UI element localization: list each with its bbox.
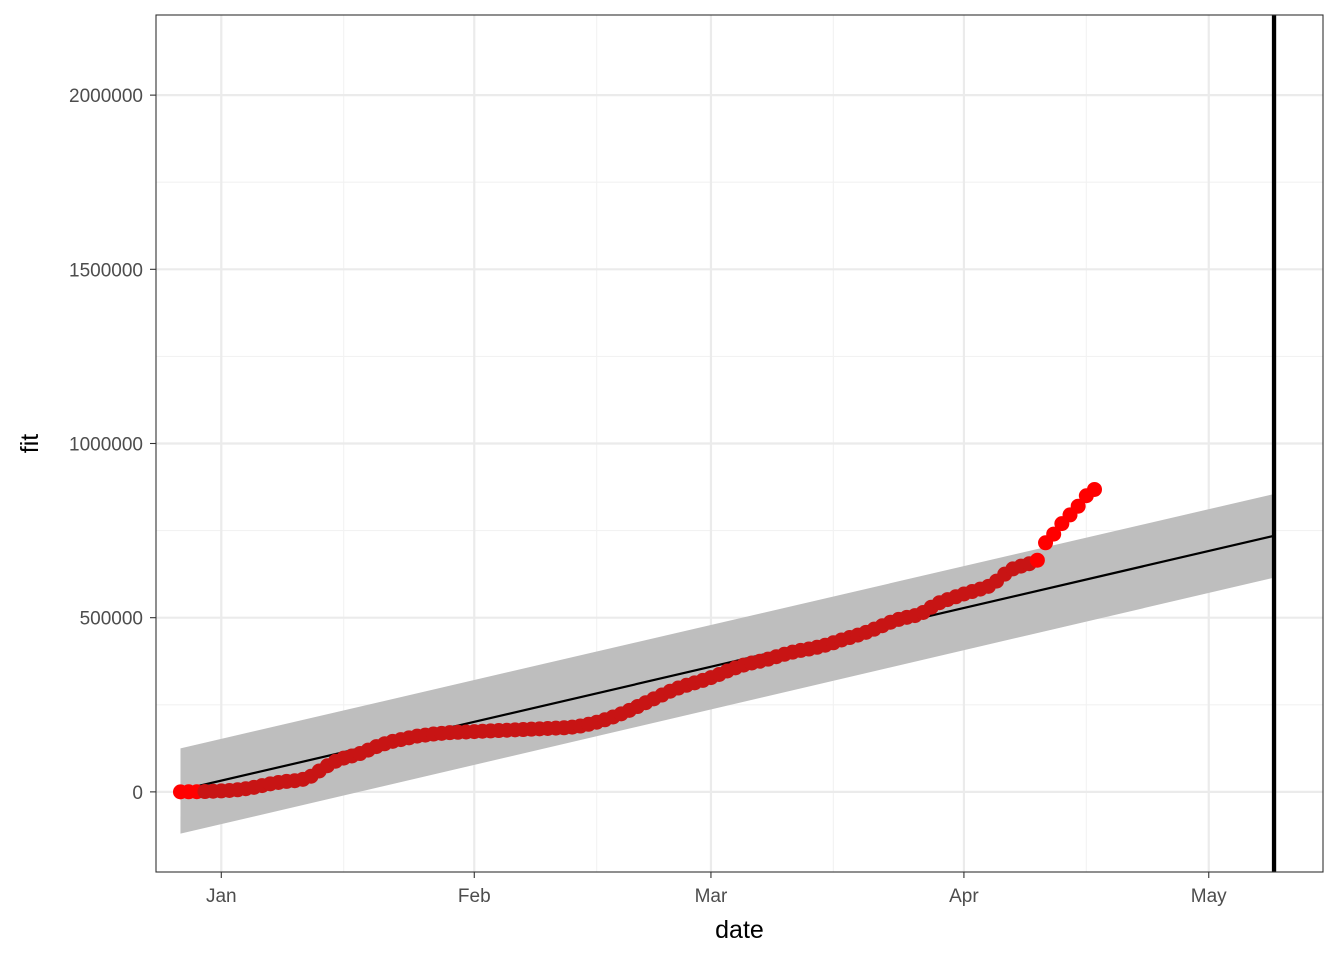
x-axis-ticks: Jan Feb Mar Apr May — [206, 872, 1227, 907]
x-axis-title: date — [715, 916, 764, 944]
data-point — [1029, 552, 1045, 568]
y-tick-label: 1500000 — [69, 260, 143, 281]
x-tick-label: May — [1191, 886, 1227, 907]
x-tick-label: Jan — [206, 886, 237, 907]
y-tick-label: 2000000 — [69, 86, 143, 107]
y-tick-label: 1000000 — [69, 435, 143, 456]
y-axis-title: fit — [16, 434, 44, 454]
x-tick-label: Feb — [458, 886, 491, 907]
data-point — [1070, 498, 1086, 514]
x-tick-label: Mar — [695, 886, 728, 907]
y-axis-ticks: 0 500000 1000000 1500000 2000000 — [69, 86, 156, 804]
y-tick-label: 0 — [132, 783, 143, 804]
data-points — [172, 481, 1102, 800]
data-point — [1046, 526, 1062, 542]
data-point — [1086, 481, 1102, 497]
y-tick-label: 500000 — [80, 609, 143, 630]
x-tick-label: Apr — [949, 886, 979, 907]
